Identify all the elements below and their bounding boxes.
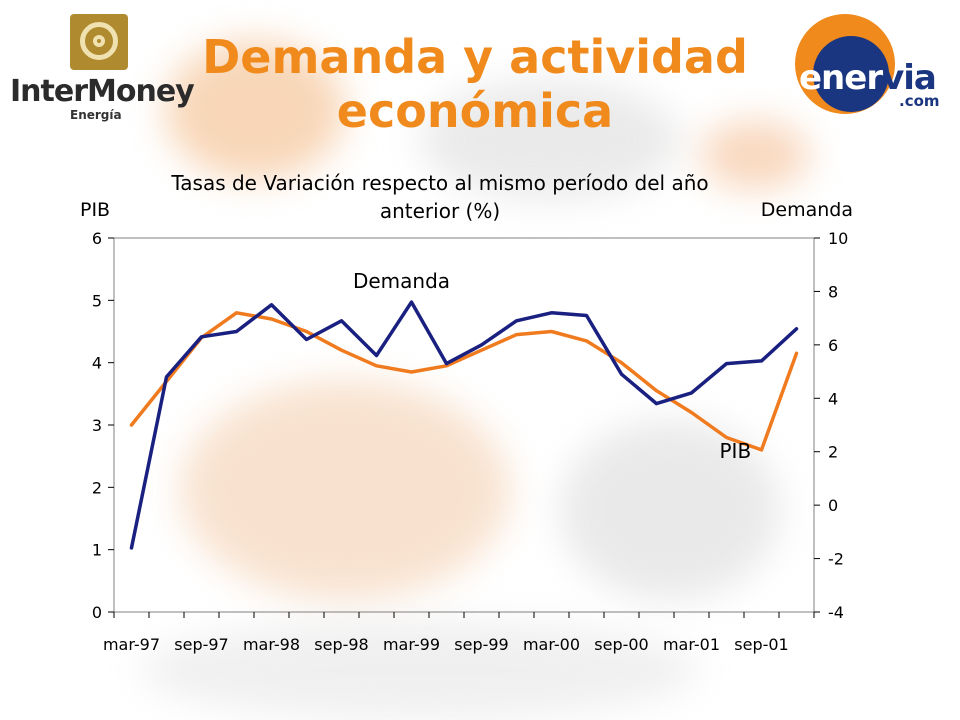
annotation-demanda: Demanda — [353, 269, 450, 293]
background-blob — [180, 380, 510, 600]
annotation-pib: PIB — [720, 439, 752, 463]
x-tick-label: sep-00 — [594, 635, 648, 654]
background-blob — [560, 420, 780, 600]
y-right-axis-label: Demanda — [761, 199, 853, 221]
y-left-tick-label: 0 — [92, 603, 102, 622]
x-tick-label: mar-00 — [523, 635, 580, 654]
intermoney-logo: InterMoney Energía — [8, 14, 195, 122]
y-right-tick-label: -4 — [828, 603, 844, 622]
background-blob — [700, 120, 810, 190]
y-left-axis: 0 1 2 3 4 5 6 — [92, 229, 114, 622]
series-line-demanda — [129, 300, 799, 550]
x-tick-label: sep-98 — [314, 635, 368, 654]
x-tick-label: mar-97 — [103, 635, 160, 654]
background-blob — [165, 40, 345, 180]
logo-right-sub: .com — [899, 92, 940, 110]
y-left-tick-label: 2 — [92, 478, 102, 497]
y-left-tick-label: 1 — [92, 541, 102, 560]
y-right-tick-label: 2 — [828, 443, 838, 462]
page-title-line2: económica — [336, 84, 614, 138]
x-tick-label: mar-98 — [243, 635, 300, 654]
spiral-logo-icon — [70, 14, 128, 70]
y-left-axis-label: PIB — [80, 199, 110, 221]
x-tick-label: mar-99 — [383, 635, 440, 654]
x-tick-label: mar-01 — [663, 635, 720, 654]
annotation-layer: Demanda PIB — [353, 269, 751, 463]
y-left-tick-label: 5 — [92, 291, 102, 310]
background-blob — [140, 620, 700, 720]
logo-left-sub: Energía — [70, 108, 122, 122]
page-title-line1: Demanda y actividad — [202, 30, 748, 84]
y-right-axis: -4 -2 0 2 4 6 8 10 — [814, 229, 848, 622]
logo-left-text: InterMoney — [10, 74, 195, 109]
y-left-tick-label: 6 — [92, 229, 102, 248]
series-layer — [129, 300, 799, 550]
series-line-pib — [129, 311, 799, 452]
blue-circle-icon — [813, 36, 889, 112]
background-blob — [420, 80, 680, 200]
x-tick-label: sep-99 — [454, 635, 508, 654]
chart-title-line2: anterior (%) — [380, 199, 500, 223]
page-title: Demanda y actividad económica — [180, 30, 770, 138]
logo-right-text: enervia — [799, 58, 937, 98]
y-right-tick-label: 4 — [828, 389, 838, 408]
chart-title-line1: Tasas de Variación respecto al mismo per… — [170, 171, 708, 195]
x-tick-label: sep-01 — [734, 635, 788, 654]
y-right-tick-label: 6 — [828, 336, 838, 355]
x-tick-label: sep-97 — [174, 635, 228, 654]
y-right-tick-label: -2 — [828, 550, 844, 569]
x-axis: mar-97 sep-97 mar-98 sep-98 mar-99 sep-99 mar-… — [103, 612, 815, 654]
y-right-tick-label: 10 — [828, 229, 848, 248]
y-left-tick-label: 3 — [92, 416, 102, 435]
y-right-tick-label: 0 — [828, 496, 838, 515]
enervia-logo: enervia .com — [795, 14, 955, 114]
y-right-tick-label: 8 — [828, 282, 838, 301]
y-left-tick-label: 4 — [92, 354, 102, 373]
